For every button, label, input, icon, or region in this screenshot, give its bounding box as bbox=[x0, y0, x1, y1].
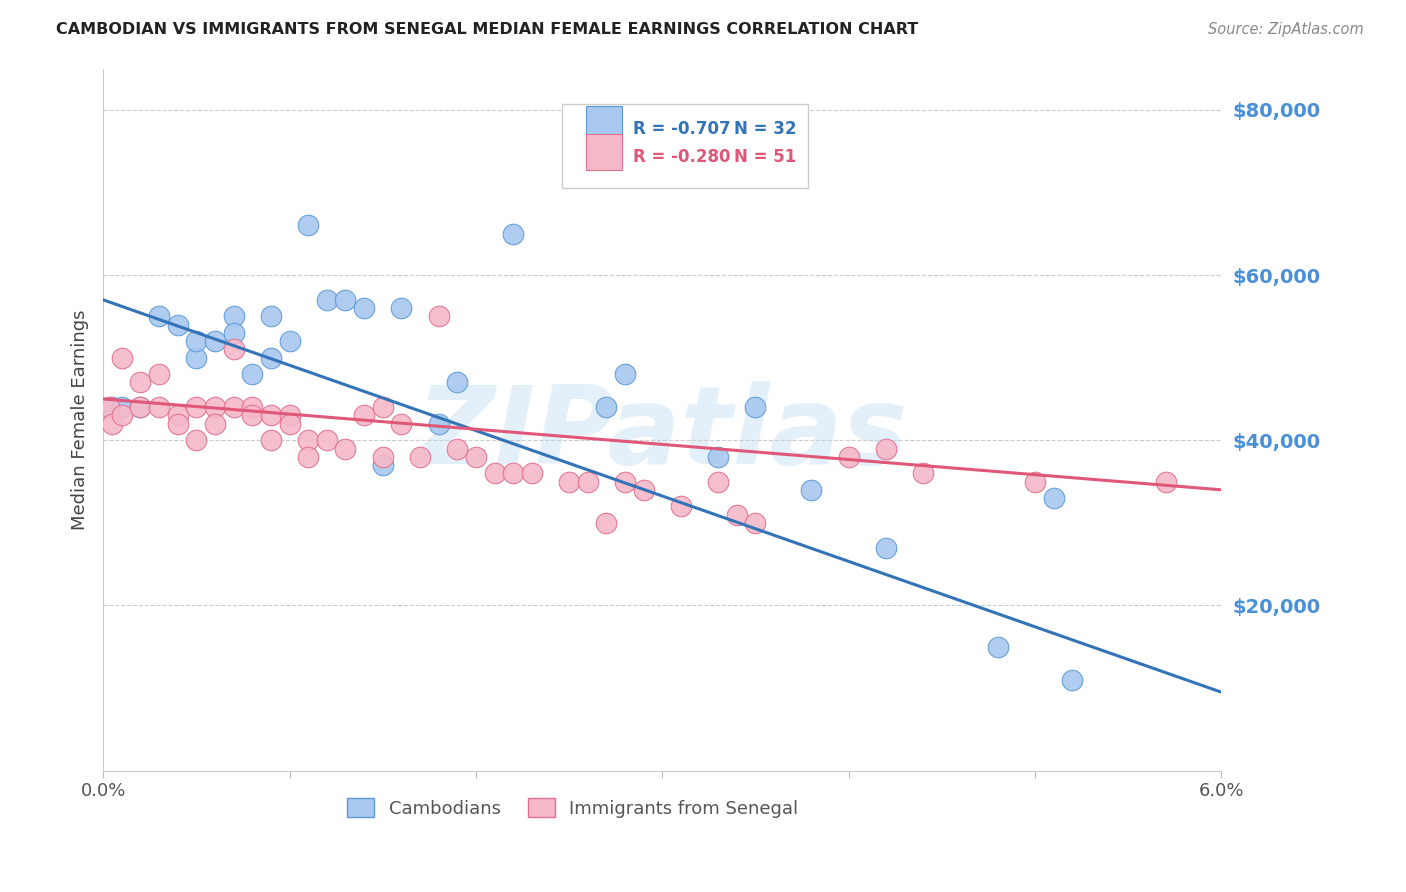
Bar bbox=[586, 134, 621, 169]
Point bbox=[111, 351, 134, 365]
Legend: Cambodians, Immigrants from Senegal: Cambodians, Immigrants from Senegal bbox=[340, 790, 806, 825]
Point bbox=[502, 467, 524, 481]
Point bbox=[1154, 475, 1177, 489]
Point bbox=[576, 475, 599, 489]
Point bbox=[186, 334, 208, 348]
Point bbox=[297, 434, 319, 448]
Point bbox=[101, 401, 124, 415]
Point bbox=[744, 516, 766, 530]
Point bbox=[595, 401, 617, 415]
Point bbox=[315, 434, 337, 448]
Point bbox=[240, 401, 263, 415]
Point bbox=[297, 219, 319, 233]
Point bbox=[222, 310, 245, 324]
Point bbox=[838, 450, 860, 464]
Point bbox=[148, 401, 170, 415]
Point bbox=[409, 450, 432, 464]
Point bbox=[353, 409, 375, 423]
Point bbox=[166, 318, 188, 332]
Point bbox=[912, 467, 935, 481]
Text: CAMBODIAN VS IMMIGRANTS FROM SENEGAL MEDIAN FEMALE EARNINGS CORRELATION CHART: CAMBODIAN VS IMMIGRANTS FROM SENEGAL MED… bbox=[56, 22, 918, 37]
Point bbox=[446, 442, 468, 456]
Point bbox=[97, 401, 120, 415]
Point bbox=[204, 334, 226, 348]
Point bbox=[707, 475, 730, 489]
Point bbox=[484, 467, 506, 481]
Point bbox=[875, 541, 897, 555]
Point bbox=[240, 409, 263, 423]
Point bbox=[148, 367, 170, 381]
Point bbox=[502, 227, 524, 241]
Point bbox=[1062, 673, 1084, 687]
Point bbox=[260, 351, 283, 365]
Point bbox=[222, 343, 245, 357]
Point bbox=[520, 467, 543, 481]
Point bbox=[614, 475, 637, 489]
Point bbox=[260, 310, 283, 324]
Point bbox=[353, 301, 375, 315]
Point bbox=[260, 434, 283, 448]
Point bbox=[987, 640, 1010, 654]
Point bbox=[315, 293, 337, 307]
Point bbox=[278, 334, 301, 348]
Point bbox=[389, 417, 412, 431]
Text: Source: ZipAtlas.com: Source: ZipAtlas.com bbox=[1208, 22, 1364, 37]
Text: N = 51: N = 51 bbox=[734, 148, 796, 166]
Point bbox=[446, 376, 468, 390]
Point bbox=[744, 401, 766, 415]
Point bbox=[725, 508, 748, 522]
Point bbox=[129, 401, 152, 415]
Point bbox=[101, 417, 124, 431]
Point bbox=[297, 450, 319, 464]
Point bbox=[260, 409, 283, 423]
Point bbox=[204, 401, 226, 415]
Point bbox=[186, 434, 208, 448]
Point bbox=[558, 475, 581, 489]
Point bbox=[371, 458, 394, 472]
Point bbox=[669, 500, 692, 514]
Text: R = -0.280: R = -0.280 bbox=[633, 148, 731, 166]
Text: ZIPatlas: ZIPatlas bbox=[416, 381, 908, 487]
Point bbox=[707, 450, 730, 464]
Point bbox=[111, 409, 134, 423]
Text: N = 32: N = 32 bbox=[734, 120, 796, 138]
Point bbox=[278, 417, 301, 431]
Point bbox=[204, 417, 226, 431]
Y-axis label: Median Female Earnings: Median Female Earnings bbox=[72, 310, 89, 530]
Point bbox=[186, 401, 208, 415]
Point bbox=[278, 409, 301, 423]
Point bbox=[111, 401, 134, 415]
Point bbox=[595, 516, 617, 530]
Point bbox=[222, 401, 245, 415]
Point bbox=[614, 367, 637, 381]
Point bbox=[371, 401, 394, 415]
Point bbox=[129, 376, 152, 390]
Point bbox=[389, 301, 412, 315]
Point bbox=[633, 483, 655, 497]
Point bbox=[1042, 491, 1064, 505]
Point bbox=[875, 442, 897, 456]
Point bbox=[186, 351, 208, 365]
Text: R = -0.707: R = -0.707 bbox=[633, 120, 731, 138]
Point bbox=[371, 450, 394, 464]
Bar bbox=[586, 106, 621, 142]
Point bbox=[464, 450, 486, 464]
Point bbox=[222, 326, 245, 340]
FancyBboxPatch shape bbox=[561, 103, 807, 188]
Point bbox=[240, 367, 263, 381]
Point bbox=[129, 401, 152, 415]
Point bbox=[166, 409, 188, 423]
Point bbox=[166, 417, 188, 431]
Point bbox=[335, 442, 357, 456]
Point bbox=[148, 310, 170, 324]
Point bbox=[427, 417, 450, 431]
Point bbox=[800, 483, 823, 497]
Point bbox=[1024, 475, 1046, 489]
Point bbox=[335, 293, 357, 307]
Point bbox=[427, 310, 450, 324]
